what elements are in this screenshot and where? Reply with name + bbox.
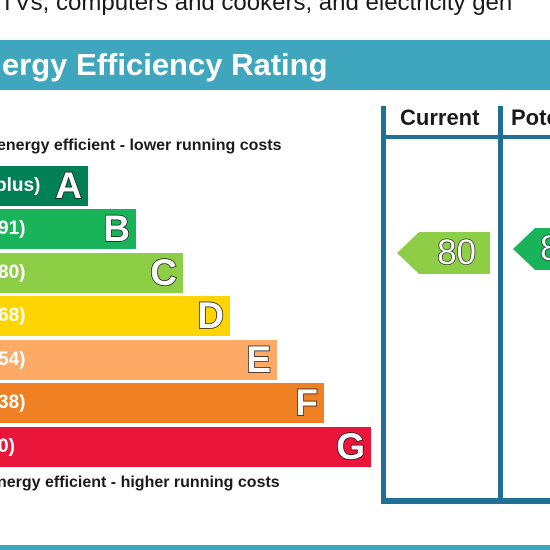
band-a: plus) A [0,166,88,206]
band-g: 0) G [0,427,371,467]
band-c: 80) C [0,253,183,293]
band-c-range: 80) [0,262,26,283]
band-d: 68) D [0,296,230,336]
band-f: 38) F [0,383,324,423]
band-b-letter: B [103,208,131,249]
page-bottom-line [0,545,550,550]
column-divider-left [381,106,386,504]
band-d-letter: D [197,295,225,336]
band-e-range: 54) [0,349,26,370]
header-underline-current [381,135,503,139]
bottom-caption: nergy efficient - higher running costs [0,474,280,491]
current-rating-arrow: 80 [397,232,490,274]
band-e-letter: E [246,339,272,380]
band-b-range: 91) [0,218,26,239]
band-a-letter: A [55,165,83,206]
potential-rating-value: 8 [539,229,550,268]
column-divider-middle [498,106,503,504]
band-a-range: plus) [0,175,41,196]
band-c-letter: C [150,252,178,293]
potential-rating-arrow: 8 [513,228,550,270]
band-f-range: 38) [0,392,26,413]
top-caption: energy efficient - lower running costs [0,137,282,154]
band-g-range: 0) [0,436,15,457]
band-f-letter: F [295,382,319,423]
band-d-range: 68) [0,305,26,326]
band-b: 91) B [0,209,136,249]
current-rating-value: 80 [436,233,476,272]
table-bottom-line [381,498,550,504]
band-e: 54) E [0,340,277,380]
header-text: TVs, computers and cookers, and electric… [0,0,513,16]
title-bar: nergy Efficiency Rating [0,40,550,90]
column-header-current: Current [400,105,480,130]
band-g-letter: G [335,426,365,467]
page-title: nergy Efficiency Rating [0,47,328,82]
header-underline-potential [498,135,550,139]
